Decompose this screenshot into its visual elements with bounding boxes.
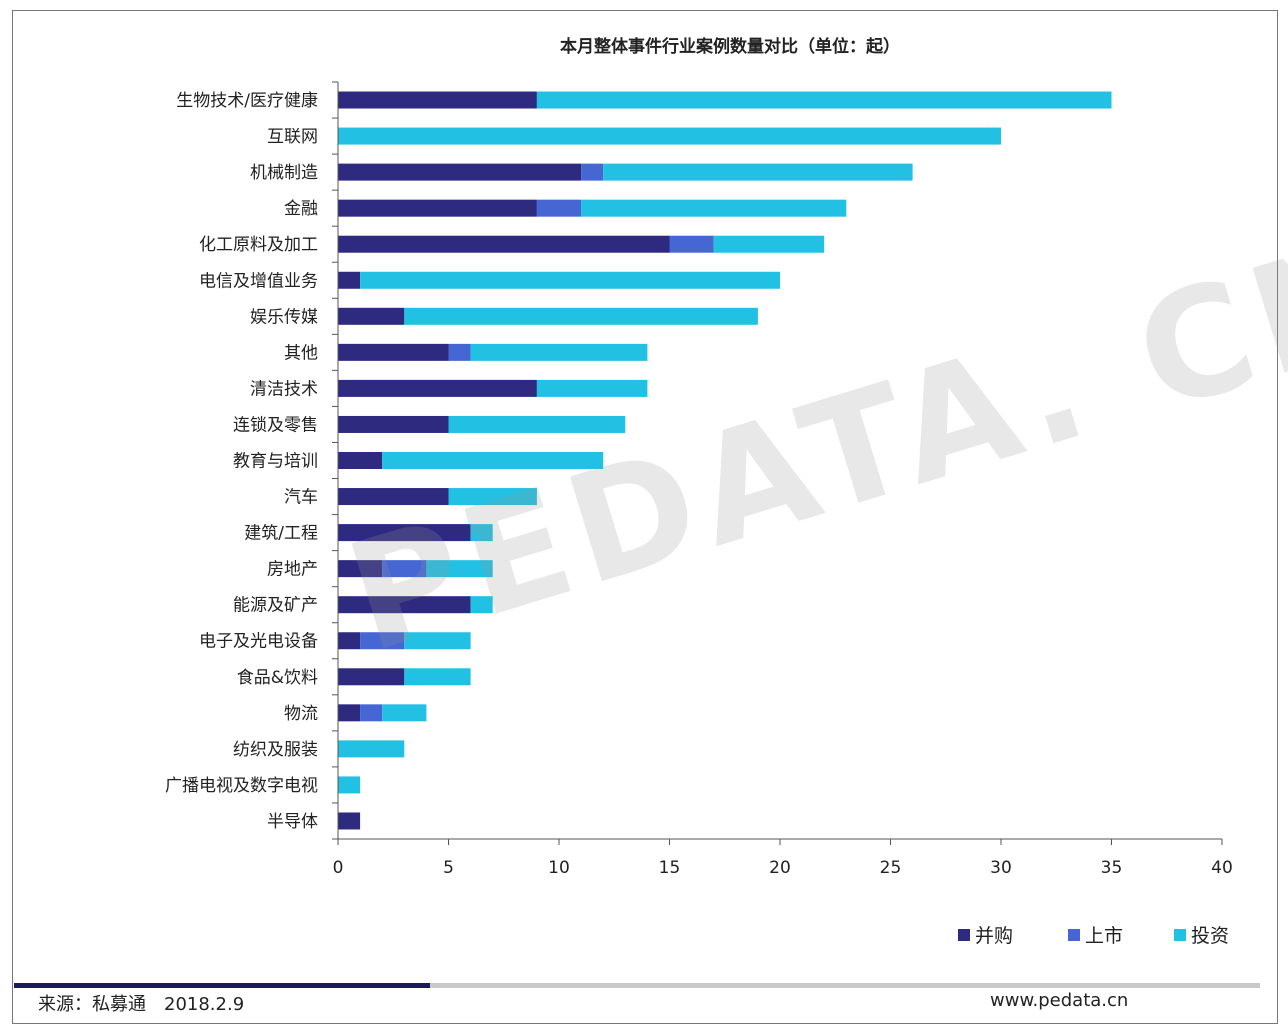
category-label: 互联网 bbox=[267, 127, 318, 147]
category-label: 机械制造 bbox=[250, 163, 318, 183]
bar-segment-并购 bbox=[338, 379, 537, 397]
bar-segment-并购 bbox=[338, 560, 383, 578]
bar-segment-投资 bbox=[382, 452, 604, 469]
category-label: 房地产 bbox=[267, 560, 318, 580]
category-label: 食品&饮料 bbox=[237, 668, 318, 688]
bar-segment-并购 bbox=[338, 632, 361, 650]
source-note: 来源：私募通 2018.2.9 bbox=[38, 994, 245, 1015]
bar-segment-投资 bbox=[426, 560, 493, 578]
category-labels: 生物技术/医疗健康互联网机械制造金融化工原料及加工电信及增值业务娱乐传媒其他清洁… bbox=[165, 91, 318, 832]
bar-segment-并购 bbox=[338, 415, 449, 433]
bar-segment-投资 bbox=[470, 596, 493, 614]
legend-label: 并购 bbox=[975, 925, 1013, 947]
bar-segment-投资 bbox=[470, 343, 648, 361]
bar-segment-投资 bbox=[536, 379, 648, 397]
category-label: 汽车 bbox=[284, 488, 318, 508]
category-label: 能源及矿产 bbox=[233, 596, 318, 616]
bar-segment-并购 bbox=[338, 812, 361, 830]
bar-segment-上市 bbox=[360, 704, 383, 722]
legend-swatch bbox=[1174, 929, 1186, 941]
bar-segment-投资 bbox=[404, 307, 758, 325]
bar-segment-投资 bbox=[448, 415, 626, 433]
x-tick-label: 0 bbox=[333, 858, 344, 878]
category-label: 电信及增值业务 bbox=[199, 271, 318, 291]
bar-segment-并购 bbox=[338, 596, 471, 614]
bar-segment-投资 bbox=[360, 271, 780, 289]
bar-segment-并购 bbox=[338, 307, 405, 325]
x-tick-label: 35 bbox=[1101, 858, 1123, 878]
x-tick-label: 10 bbox=[548, 858, 570, 878]
bar-segment-并购 bbox=[338, 524, 471, 542]
bar-segment-投资 bbox=[338, 776, 361, 794]
footer-bar-light bbox=[430, 983, 1260, 988]
bar-segment-投资 bbox=[713, 235, 825, 253]
bars bbox=[338, 91, 1112, 830]
category-label: 娱乐传媒 bbox=[250, 307, 318, 327]
x-tick-label: 30 bbox=[990, 858, 1012, 878]
category-label: 清洁技术 bbox=[250, 379, 318, 399]
bar-segment-投资 bbox=[338, 127, 1001, 145]
bar-segment-并购 bbox=[338, 452, 383, 469]
legend-label: 投资 bbox=[1191, 925, 1229, 947]
category-label: 教育与培训 bbox=[233, 452, 318, 472]
bar-segment-并购 bbox=[338, 91, 537, 109]
bar-segment-并购 bbox=[338, 163, 582, 181]
bar-segment-并购 bbox=[338, 343, 449, 361]
category-label: 化工原料及加工 bbox=[199, 235, 318, 255]
category-label: 广播电视及数字电视 bbox=[165, 776, 318, 796]
category-label: 纺织及服装 bbox=[233, 740, 318, 760]
bar-segment-投资 bbox=[448, 488, 537, 506]
x-tick-label: 25 bbox=[880, 858, 902, 878]
bar-segment-并购 bbox=[338, 704, 361, 722]
category-label: 电子及光电设备 bbox=[199, 632, 318, 652]
bar-segment-投资 bbox=[603, 163, 913, 181]
axes: 0 5 10 15 20 25 30 35 40 bbox=[332, 81, 1233, 878]
bar-segment-上市 bbox=[382, 560, 427, 578]
x-tick-label: 20 bbox=[769, 858, 791, 878]
category-label: 连锁及零售 bbox=[233, 415, 318, 435]
legend-swatch bbox=[1068, 929, 1080, 941]
bar-segment-并购 bbox=[338, 668, 405, 686]
footer-bar-dark bbox=[14, 983, 430, 988]
chart-title: 本月整体事件行业案例数量对比（单位：起） bbox=[560, 36, 900, 57]
bar-segment-并购 bbox=[338, 199, 537, 217]
bar-segment-投资 bbox=[536, 91, 1112, 109]
legend: 并购 上市 投资 bbox=[958, 925, 1229, 947]
bar-segment-上市 bbox=[448, 343, 471, 361]
bar-segment-投资 bbox=[404, 632, 471, 650]
category-label: 金融 bbox=[284, 199, 318, 219]
bar-segment-投资 bbox=[382, 704, 427, 722]
bar-segment-上市 bbox=[669, 235, 714, 253]
category-label: 物流 bbox=[284, 704, 318, 724]
legend-swatch bbox=[958, 929, 970, 941]
x-tick-label: 40 bbox=[1211, 858, 1233, 878]
category-label: 建筑/工程 bbox=[244, 524, 318, 544]
bar-segment-投资 bbox=[470, 524, 493, 542]
category-label: 半导体 bbox=[267, 812, 318, 832]
x-tick-label: 5 bbox=[443, 858, 454, 878]
bar-segment-并购 bbox=[338, 271, 361, 289]
bar-segment-投资 bbox=[338, 740, 405, 758]
bar-segment-上市 bbox=[536, 199, 582, 217]
site-url: www.pedata.cn bbox=[990, 990, 1129, 1011]
bar-segment-并购 bbox=[338, 235, 670, 253]
x-tick-label: 15 bbox=[659, 858, 681, 878]
bar-segment-投资 bbox=[404, 668, 471, 686]
bar-segment-上市 bbox=[581, 163, 604, 181]
bar-segment-并购 bbox=[338, 488, 449, 506]
category-label: 其他 bbox=[284, 343, 318, 363]
legend-label: 上市 bbox=[1085, 925, 1123, 947]
bar-segment-投资 bbox=[581, 199, 847, 217]
bar-segment-上市 bbox=[360, 632, 405, 650]
category-label: 生物技术/医疗健康 bbox=[176, 91, 318, 111]
